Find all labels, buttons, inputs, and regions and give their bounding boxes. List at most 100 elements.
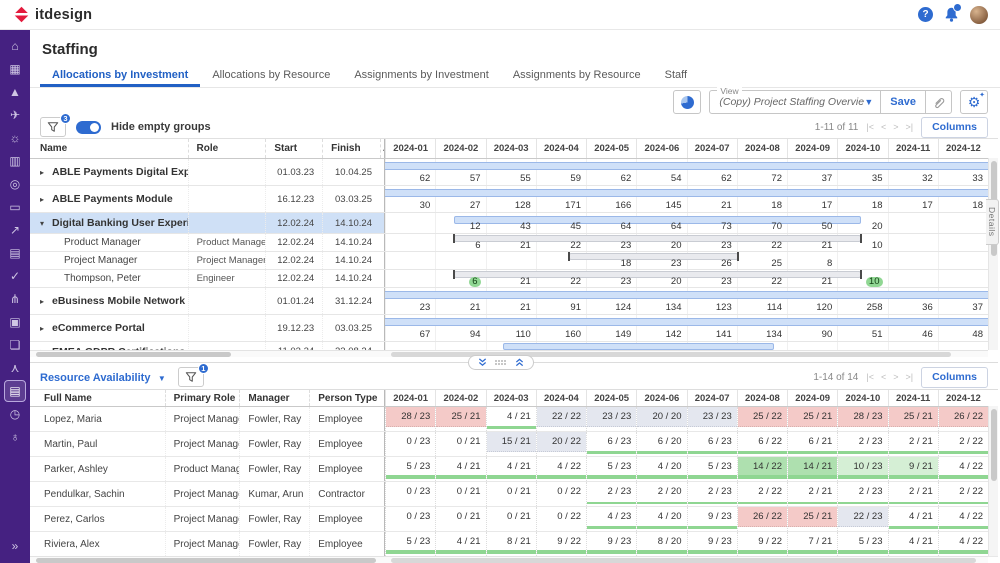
top-columns-button[interactable]: Columns [921, 116, 988, 138]
sidebar-item-approvals[interactable]: ✓ [4, 265, 26, 287]
resource-row-pendulkar-sachin[interactable]: Pendulkar, Sachin Project ManagerKumar, A… [30, 482, 998, 507]
allocation-cell[interactable] [837, 259, 887, 269]
view-select[interactable]: (Copy) Project Staffing Overview [719, 96, 865, 108]
col-header-full-name[interactable]: Full Name [44, 392, 92, 404]
allocation-cell[interactable]: 123 [715, 302, 732, 313]
allocation-bar[interactable] [385, 291, 988, 299]
allocation-cell[interactable]: 70 [771, 221, 782, 232]
allocation-cell[interactable]: 114 [766, 302, 782, 313]
allocation-cell[interactable]: 23 [620, 276, 632, 287]
allocation-cell[interactable]: 73 [721, 221, 732, 232]
col-header-finish[interactable]: Finish [322, 139, 380, 158]
allocation-cell[interactable]: 46 [922, 329, 933, 340]
allocation-cell[interactable]: 110 [515, 329, 531, 340]
first-page-icon[interactable]: |< [866, 372, 874, 382]
allocation-cell[interactable]: 160 [565, 329, 581, 340]
allocation-cell[interactable]: 20 [670, 276, 682, 287]
allocation-cell[interactable] [938, 259, 988, 269]
allocation-cell[interactable]: 17 [922, 200, 933, 211]
allocation-cell[interactable]: 22 [771, 276, 782, 287]
sidebar-item-roadmap[interactable]: ❏ [4, 334, 26, 356]
allocation-cell[interactable]: 23 [721, 240, 732, 251]
sidebar-item-apps[interactable]: ▦ [4, 58, 26, 80]
allocation-cell[interactable]: 64 [620, 221, 632, 232]
scrollbar-thumb[interactable] [391, 558, 976, 563]
allocation-cell[interactable]: 145 [665, 200, 682, 211]
allocation-cell[interactable]: 22 [570, 276, 581, 287]
allocation-cell[interactable]: 27 [469, 200, 481, 211]
allocation-cell[interactable] [938, 221, 988, 232]
scrollbar-thumb[interactable] [391, 352, 951, 357]
sidebar-item-hierarchy[interactable]: ⋏ [4, 357, 26, 379]
allocation-cell[interactable] [385, 277, 435, 287]
first-page-icon[interactable]: |< [866, 122, 874, 132]
tab-assignments-by-investment[interactable]: Assignments by Investment [354, 69, 489, 81]
allocation-cell[interactable]: 54 [670, 173, 682, 184]
resource-row-parker-ashley[interactable]: Parker, Ashley Product ManagerFowler, Ray… [30, 457, 998, 482]
allocation-cell[interactable]: 258 [866, 302, 883, 313]
resource-row-riviera-alex[interactable]: Riviera, Alex Project ManagerFowler, RayE… [30, 532, 998, 557]
allocation-cell[interactable]: 21 [721, 200, 732, 211]
sidebar-item-administration[interactable]: ♁ [4, 426, 26, 448]
sidebar-item-trends[interactable]: ↗ [4, 219, 26, 241]
allocation-cell[interactable]: 62 [419, 173, 431, 184]
allocation-cell[interactable] [888, 259, 938, 269]
allocation-cell[interactable]: 17 [821, 200, 833, 211]
sidebar-item-reports[interactable]: ▥ [4, 150, 26, 172]
bar-handle[interactable] [736, 252, 739, 261]
details-flyout-tab[interactable]: Details [986, 199, 999, 245]
drag-handle-icon[interactable] [495, 359, 507, 366]
scrollbar-thumb[interactable] [991, 409, 997, 481]
sidebar-item-goals[interactable]: ◎ [4, 173, 26, 195]
scrollbar-thumb[interactable] [36, 558, 376, 563]
allocation-cell[interactable]: 91 [570, 302, 581, 313]
allocation-cell[interactable]: 25 [771, 258, 782, 269]
allocation-cell[interactable]: 23 [670, 258, 682, 269]
allocation-cell[interactable]: 36 [922, 302, 933, 313]
allocation-cell[interactable]: 23 [620, 240, 632, 251]
allocation-cell[interactable]: 142 [665, 329, 682, 340]
allocation-row-product-manager[interactable]: Product Manager Product Manager 12.02.24 14… [30, 234, 998, 252]
allocation-cell[interactable] [385, 259, 435, 269]
sidebar-item-timesheets[interactable]: ◷ [4, 403, 26, 425]
allocation-cell[interactable]: 51 [871, 329, 883, 340]
allocation-cell[interactable] [888, 241, 938, 251]
allocation-cell[interactable]: 21 [520, 302, 531, 313]
bottom-filter-button[interactable]: 1 [177, 363, 209, 387]
allocation-cell[interactable] [486, 259, 536, 269]
col-header-allocation-clipped[interactable]: A [380, 139, 384, 158]
allocation-bar[interactable] [454, 216, 862, 224]
bar-handle[interactable] [453, 270, 456, 279]
bottom-columns-button[interactable]: Columns [921, 366, 988, 388]
bar-handle[interactable] [860, 270, 863, 279]
bottom-left-hscrollbar[interactable] [30, 556, 385, 563]
allocation-cell[interactable] [888, 221, 938, 232]
chart-view-button[interactable] [673, 90, 702, 114]
allocation-bar[interactable] [385, 162, 988, 170]
resource-row-martin-paul[interactable]: Martin, Paul Project ManagerFowler, RayEm… [30, 432, 998, 457]
allocation-cell[interactable]: 62 [620, 173, 632, 184]
allocation-row-ecommerce-portal[interactable]: ▸ eCommerce Portal 19.12.23 03.03.25 67 94 110… [30, 315, 998, 342]
allocation-cell[interactable]: 21 [520, 240, 531, 251]
allocation-cell[interactable]: 10 [837, 277, 887, 287]
chevron-down-icon[interactable]: ▼ [864, 97, 874, 107]
bar-handle[interactable] [453, 234, 456, 243]
allocation-cell[interactable]: 43 [520, 221, 531, 232]
user-avatar[interactable] [970, 5, 988, 24]
allocation-cell[interactable]: 22 [570, 240, 581, 251]
allocation-bar[interactable] [385, 189, 988, 197]
allocation-cell[interactable]: 12 [469, 221, 481, 232]
allocation-cell[interactable]: 21 [821, 276, 833, 287]
allocation-cell[interactable] [385, 241, 435, 251]
allocation-cell[interactable]: 20 [871, 221, 883, 232]
top-filter-button[interactable]: 3 [40, 113, 71, 137]
tab-staff[interactable]: Staff [664, 69, 688, 81]
allocation-bar[interactable] [502, 343, 774, 350]
allocation-cell[interactable]: 171 [565, 200, 581, 211]
allocation-cell[interactable] [938, 277, 988, 287]
sidebar-item-plans[interactable]: ▤ [4, 242, 26, 264]
allocation-cell[interactable]: 21 [821, 240, 833, 251]
allocation-cell[interactable] [385, 221, 435, 232]
allocation-cell[interactable]: 48 [972, 329, 983, 340]
sidebar-item-allocation-editor[interactable]: ▤ [4, 380, 26, 402]
